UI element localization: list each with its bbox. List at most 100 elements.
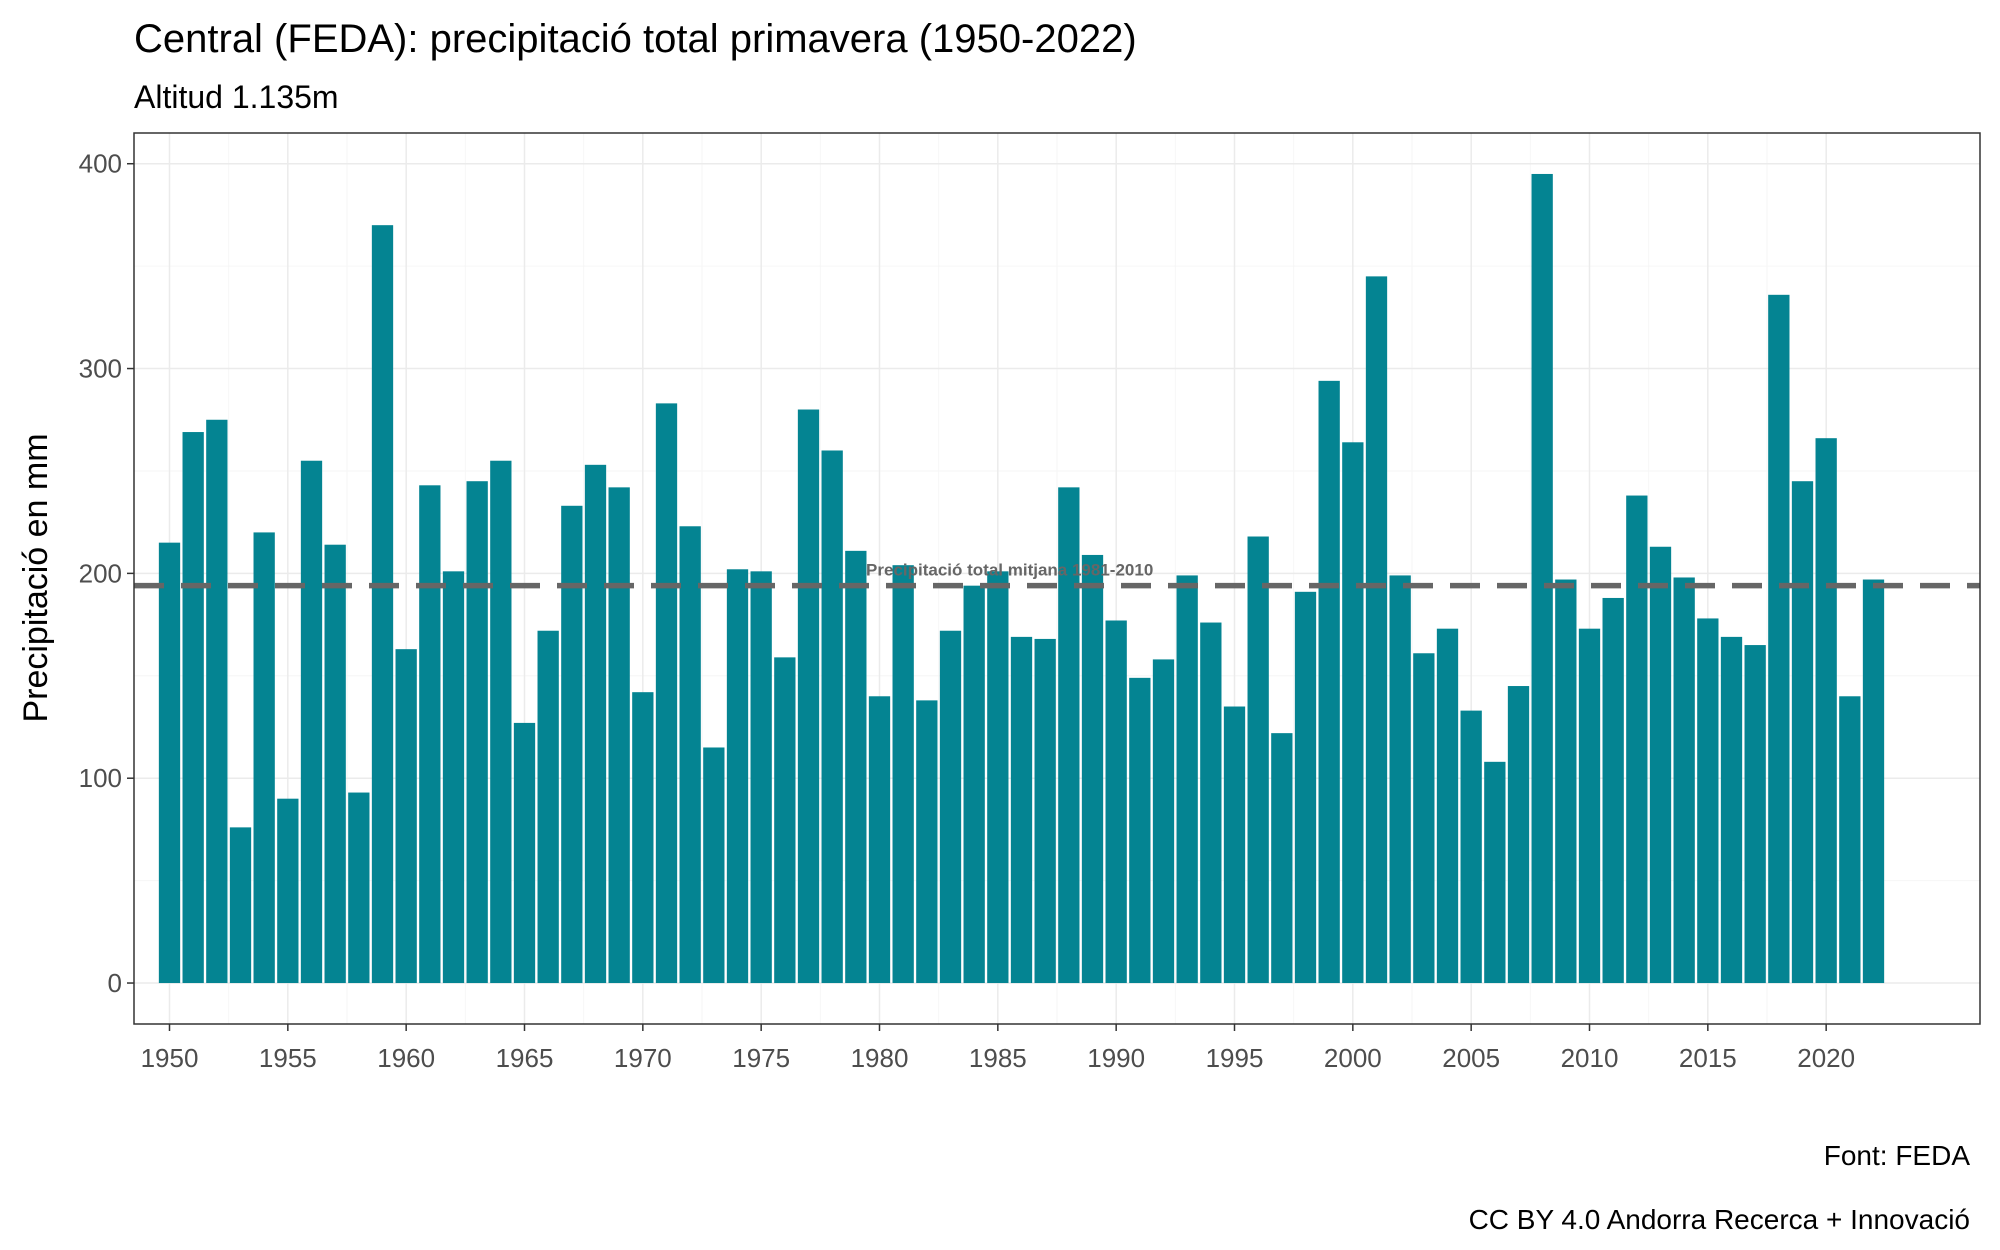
reference-line-layer: Precipitació total mitjana 1981-2010 <box>134 561 1980 589</box>
bar <box>703 747 725 984</box>
bar <box>466 481 488 984</box>
bar <box>490 460 512 984</box>
bar <box>561 505 583 984</box>
bar <box>1247 536 1269 984</box>
bar <box>348 792 370 984</box>
bar <box>1436 628 1459 984</box>
reference-line-label: Precipitació total mitjana 1981-2010 <box>866 561 1153 580</box>
bar <box>1744 645 1766 984</box>
y-tick-label: 100 <box>79 763 122 793</box>
x-tick-label: 2010 <box>1561 1043 1619 1073</box>
y-axis: 0 100 200 300 400 <box>79 149 134 998</box>
x-tick-label: 1975 <box>732 1043 790 1073</box>
bar <box>1034 638 1056 984</box>
bar <box>1010 636 1033 984</box>
bar <box>537 630 559 984</box>
bar <box>206 419 228 984</box>
bar <box>1602 597 1624 984</box>
bar <box>1484 761 1506 984</box>
bar <box>987 571 1009 984</box>
bar <box>1342 442 1364 984</box>
bar <box>1389 575 1411 984</box>
bar <box>1862 579 1885 984</box>
bar <box>1578 628 1601 984</box>
caption-license: CC BY 4.0 Andorra Recerca + Innovació <box>1469 1204 1970 1235</box>
bar <box>1271 733 1293 984</box>
bar <box>1223 706 1246 984</box>
bar <box>1839 696 1861 984</box>
y-tick-label: 200 <box>79 558 122 588</box>
bar <box>608 487 630 984</box>
bar <box>1626 495 1648 984</box>
bar <box>1555 579 1577 984</box>
bar <box>868 696 891 984</box>
bar <box>797 409 820 984</box>
x-tick-label: 2020 <box>1797 1043 1855 1073</box>
bar <box>1365 276 1388 984</box>
bar <box>1531 173 1553 984</box>
bar <box>324 544 346 984</box>
x-tick-label: 1980 <box>851 1043 909 1073</box>
bar <box>1791 481 1814 984</box>
bar <box>229 827 252 984</box>
x-tick-label: 1960 <box>377 1043 435 1073</box>
bar <box>1815 438 1837 984</box>
bar <box>1152 659 1175 984</box>
bar <box>1129 677 1151 984</box>
bar <box>679 526 701 984</box>
bar <box>821 450 843 984</box>
y-axis-title: Precipitació en mm <box>17 433 55 722</box>
bar <box>253 532 275 984</box>
bar <box>774 657 796 984</box>
bar <box>1058 487 1080 984</box>
x-tick-label: 1955 <box>259 1043 317 1073</box>
bar <box>939 630 962 984</box>
x-tick-label: 1995 <box>1206 1043 1264 1073</box>
bar <box>726 569 749 984</box>
bar <box>1720 636 1743 984</box>
x-tick-label: 1950 <box>141 1043 199 1073</box>
x-axis: 1950 1955 1960 1965 1970 1975 1980 1985 1990 1995… <box>141 1024 1855 1073</box>
x-tick-label: 1990 <box>1087 1043 1145 1073</box>
bar <box>1649 546 1672 984</box>
bar <box>158 542 181 984</box>
bar <box>750 571 772 984</box>
bar <box>395 649 417 984</box>
bar <box>1768 294 1790 984</box>
bars-layer <box>158 173 1885 984</box>
bar <box>442 571 465 984</box>
x-tick-label: 1970 <box>614 1043 672 1073</box>
bar <box>371 225 394 984</box>
x-tick-label: 1985 <box>969 1043 1027 1073</box>
bar <box>1176 575 1198 984</box>
bar <box>1200 622 1222 984</box>
bar <box>1697 618 1719 984</box>
bar <box>1294 591 1317 984</box>
bar <box>892 565 914 984</box>
x-tick-label: 2015 <box>1679 1043 1737 1073</box>
y-tick-label: 400 <box>79 149 122 179</box>
chart-subtitle: Altitud 1.135m <box>134 79 339 115</box>
bar <box>963 585 985 984</box>
bar <box>513 722 536 984</box>
bar <box>1318 380 1340 984</box>
bar <box>632 692 654 984</box>
plot-panel-border <box>133 132 1981 1025</box>
x-tick-label: 1965 <box>496 1043 554 1073</box>
bar <box>277 798 299 984</box>
bar <box>419 485 441 984</box>
x-tick-label: 2000 <box>1324 1043 1382 1073</box>
bar <box>916 700 938 984</box>
bar <box>1673 577 1695 984</box>
bar <box>584 464 607 984</box>
x-tick-label: 2005 <box>1442 1043 1500 1073</box>
chart-title: Central (FEDA): precipitació total prima… <box>134 17 1137 61</box>
bar <box>845 550 867 984</box>
bar <box>300 460 323 984</box>
caption-source: Font: FEDA <box>1824 1140 1971 1171</box>
y-tick-label: 0 <box>108 968 122 998</box>
bar <box>1413 653 1435 984</box>
bar <box>1081 554 1104 984</box>
bar <box>1507 686 1530 984</box>
